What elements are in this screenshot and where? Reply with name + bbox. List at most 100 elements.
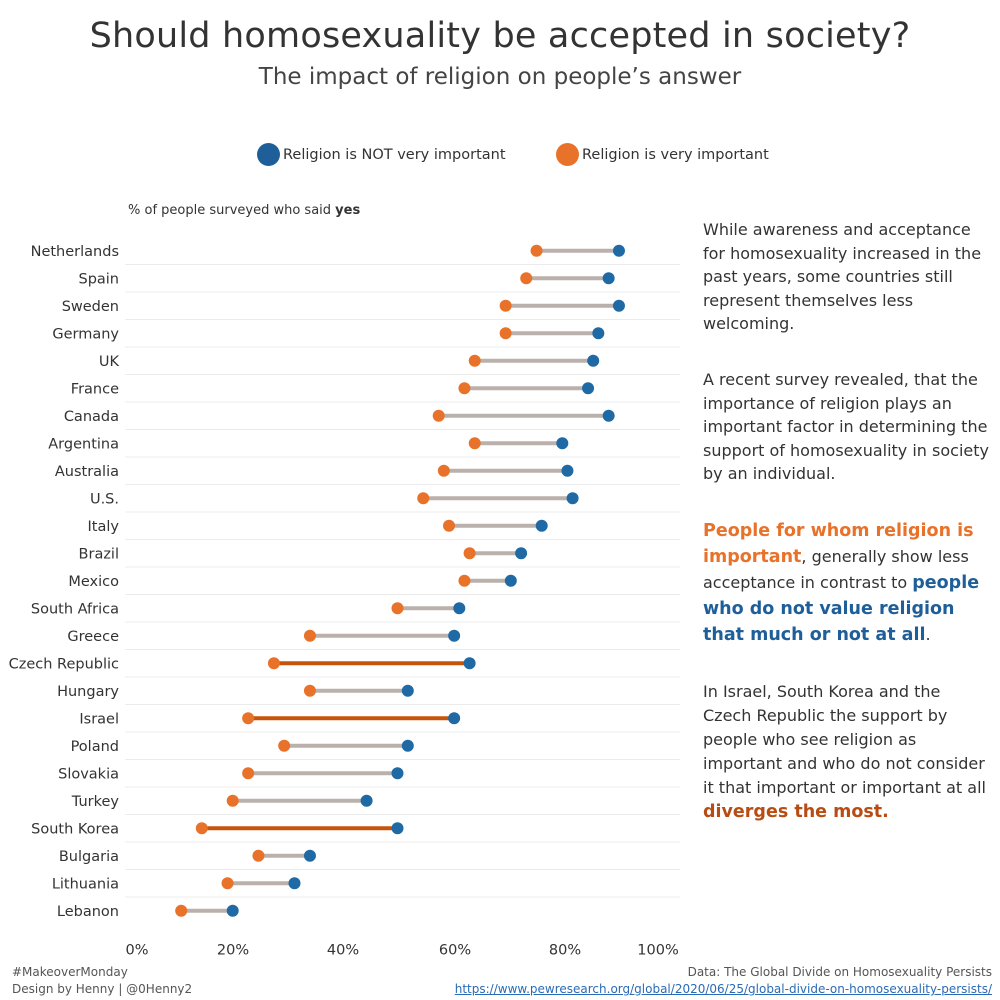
country-label: U.S. — [90, 491, 119, 507]
footer-source-link[interactable]: https://www.pewresearch.org/global/2020/… — [454, 982, 992, 996]
axis-caption: % of people surveyed who said yes — [128, 203, 360, 218]
dot-religion-not-important — [602, 272, 615, 285]
dot-religion-not-important — [582, 382, 595, 395]
x-tick-label: 60% — [439, 943, 471, 959]
dot-religion-not-important — [448, 712, 461, 725]
country-label: Czech Republic — [9, 656, 119, 672]
dot-religion-important — [437, 464, 450, 477]
story-rust-highlight: diverges the most. — [703, 802, 889, 822]
dot-religion-not-important — [592, 327, 605, 340]
x-tick-label: 20% — [217, 943, 249, 959]
dot-religion-important — [391, 602, 404, 615]
dot-religion-important — [443, 519, 455, 532]
country-label: South Africa — [31, 601, 119, 617]
country-label: Mexico — [68, 574, 119, 590]
dot-religion-not-important — [504, 574, 517, 587]
country-label: Brazil — [79, 546, 119, 562]
country-label: Greece — [67, 629, 119, 645]
country-label: Germany — [52, 326, 119, 342]
dot-religion-important — [226, 794, 239, 807]
dot-religion-important — [458, 574, 471, 587]
footer-source-text: Data: The Global Divide on Homosexuality… — [687, 965, 992, 979]
country-label: Lebanon — [57, 904, 119, 920]
legend-item-important[interactable]: Religion is very important — [556, 143, 769, 166]
country-label: Lithuania — [52, 876, 119, 892]
x-tick-label: 40% — [327, 943, 359, 959]
dot-religion-important — [278, 739, 291, 752]
dot-religion-important — [242, 767, 255, 780]
dot-religion-not-important — [453, 602, 466, 615]
country-label: Bulgaria — [59, 849, 119, 865]
x-tick-label: 100% — [637, 943, 678, 959]
dot-religion-important — [432, 409, 445, 422]
dot-religion-not-important — [226, 904, 239, 917]
country-label: Hungary — [57, 684, 119, 700]
dumbbell-chart: Netherlands Spain Sweden Germany UK France Can… — [9, 244, 680, 959]
dot-religion-not-important — [566, 492, 579, 505]
country-label: Slovakia — [58, 766, 119, 782]
story-orange-highlight: People for whom religion is important — [703, 521, 974, 567]
country-label: Israel — [79, 711, 119, 727]
story-text-end: . — [925, 625, 931, 644]
dot-religion-important — [499, 327, 512, 340]
legend-dot-orange — [556, 143, 579, 166]
country-label: UK — [99, 354, 120, 370]
axis-caption-prefix: % of people surveyed who said — [128, 203, 336, 218]
dot-religion-not-important — [602, 409, 615, 422]
dot-religion-important — [468, 354, 481, 367]
country-label: Turkey — [71, 794, 120, 810]
story-paragraph-1: While awareness and acceptance for homos… — [703, 220, 982, 333]
axis-caption-bold: yes — [335, 203, 361, 218]
footer-source: Data: The Global Divide on Homosexuality… — [455, 964, 992, 998]
x-tick-label: 0% — [125, 943, 148, 959]
dot-religion-not-important — [561, 464, 574, 477]
chart-subtitle: The impact of religion on people’s answe… — [258, 64, 742, 90]
dot-religion-important — [417, 492, 430, 505]
country-label: Australia — [55, 464, 119, 480]
dot-religion-not-important — [401, 739, 414, 752]
dot-religion-important — [221, 877, 234, 890]
dot-religion-not-important — [587, 354, 600, 367]
dot-religion-important — [252, 849, 265, 862]
dot-religion-not-important — [463, 657, 476, 670]
chart-title: Should homosexuality be accepted in soci… — [89, 16, 911, 56]
dot-religion-important — [463, 547, 476, 560]
dot-religion-not-important — [401, 684, 414, 697]
dot-religion-not-important — [391, 822, 404, 835]
story-text: In Israel, South Korea and the Czech Rep… — [703, 682, 986, 797]
country-label: Spain — [78, 271, 119, 287]
dot-religion-important — [458, 382, 471, 395]
dot-religion-important — [242, 712, 255, 725]
dot-religion-important — [468, 437, 481, 450]
dot-religion-not-important — [288, 877, 301, 890]
country-label: Sweden — [62, 299, 119, 315]
dot-religion-important — [499, 299, 512, 312]
dot-religion-important — [175, 904, 188, 917]
country-label: Canada — [64, 409, 119, 425]
footer-hashtag: #MakeoverMonday — [12, 965, 128, 979]
dot-religion-important — [303, 684, 316, 697]
story-paragraph-2: A recent survey revealed, that the impor… — [703, 370, 989, 483]
dot-religion-important — [530, 244, 543, 257]
legend-dot-blue — [257, 143, 280, 166]
footer-credit: Design by Henny | @0Henny2 — [12, 982, 193, 996]
dot-religion-not-important — [360, 794, 373, 807]
story-paragraph-4: In Israel, South Korea and the Czech Rep… — [703, 680, 993, 824]
dot-religion-not-important — [612, 299, 625, 312]
dot-religion-not-important — [556, 437, 569, 450]
dot-religion-not-important — [612, 244, 625, 257]
dot-religion-important — [303, 629, 316, 642]
story-paragraph-3: People for whom religion is important, g… — [703, 518, 993, 648]
story-text: , generally show less acceptance in cont… — [703, 547, 969, 592]
dot-religion-not-important — [515, 547, 528, 560]
country-label: Italy — [88, 519, 120, 535]
story-blue-highlight: people who do not value religion that mu… — [703, 573, 980, 645]
country-label: Argentina — [48, 436, 119, 452]
dot-religion-not-important — [303, 849, 316, 862]
legend-label-important: Religion is very important — [582, 146, 769, 163]
dot-religion-not-important — [535, 519, 548, 532]
legend-item-not-important[interactable]: Religion is NOT very important — [257, 143, 506, 166]
dot-religion-not-important — [391, 767, 404, 780]
country-label: Netherlands — [31, 244, 119, 260]
dot-religion-important — [195, 822, 208, 835]
